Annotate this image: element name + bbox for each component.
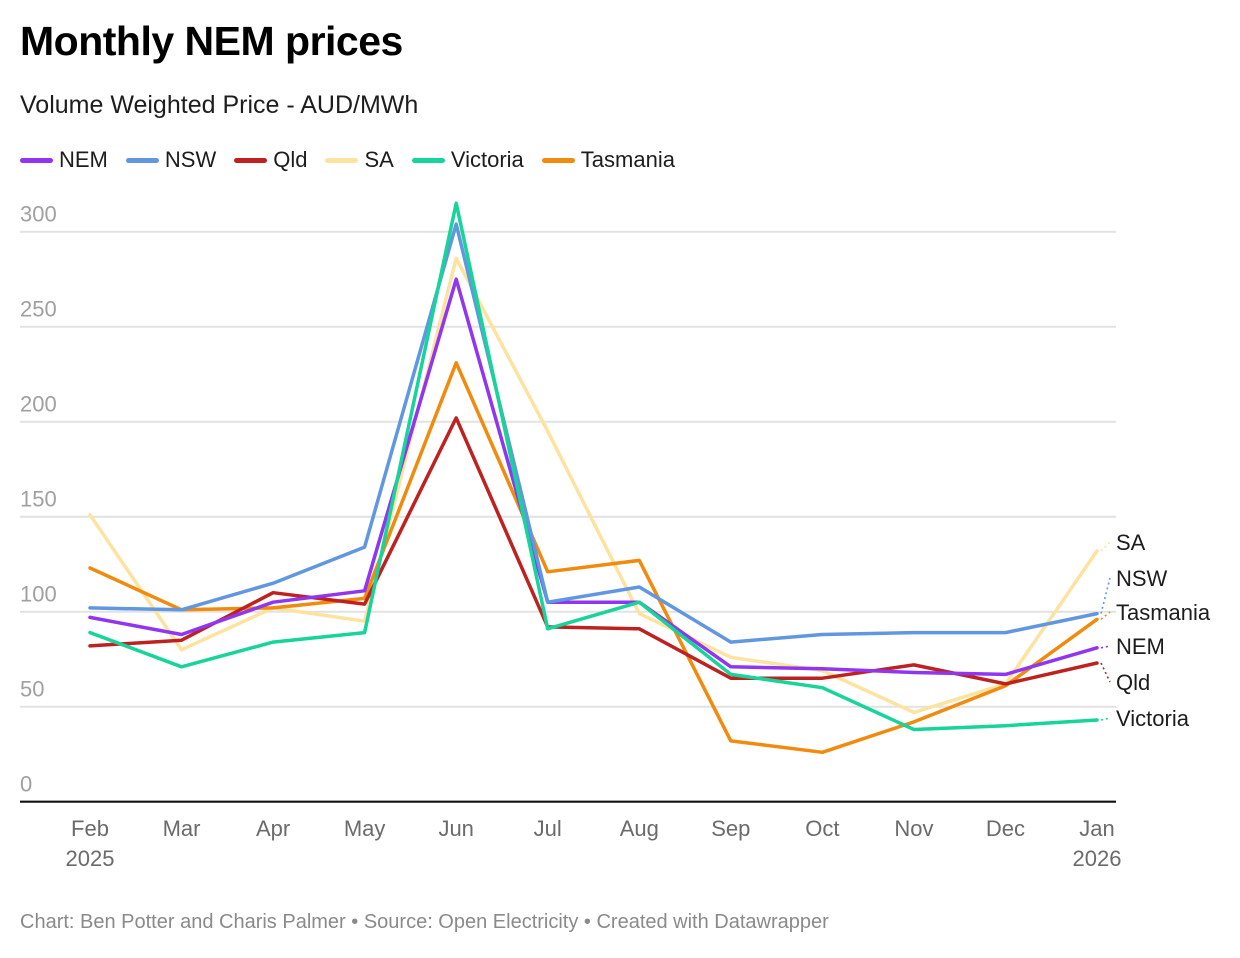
x-tick-label: Jan [1079, 816, 1114, 841]
legend-swatch-sa [325, 157, 359, 163]
series-line-nsw [88, 222, 1099, 644]
x-tick-label: Oct [805, 816, 839, 841]
legend-label-qld: Qld [273, 147, 308, 172]
legend-item-qld: Qld [234, 147, 307, 173]
end-label-nem: NEM [1116, 634, 1165, 659]
legend-swatch-tasmania [541, 157, 575, 163]
chart-credit: Chart: Ben Potter and Charis Palmer • So… [20, 911, 829, 933]
x-tick-label: Aug [620, 816, 659, 841]
y-axis-ticks: 0 50 100 150 200 250 300 [20, 202, 57, 797]
legend-swatch-qld [234, 157, 268, 163]
end-label-victoria: Victoria [1116, 706, 1190, 731]
end-label-sa: SA [1116, 530, 1146, 555]
legend-label-sa: SA [364, 147, 394, 172]
x-tick-label: Mar [163, 816, 201, 841]
series-line-qld [88, 416, 1099, 686]
end-label-connector-nsw [1100, 577, 1111, 614]
legend-swatch-victoria [411, 157, 445, 163]
y-tick-label: 50 [20, 677, 44, 702]
x-tick-year-label: 2025 [66, 846, 115, 871]
x-axis-ticks: Feb 2025 Mar Apr May Jun Jul Aug Sep Oct Nov Dec Jan… [66, 816, 1122, 871]
y-tick-label: 200 [20, 392, 57, 417]
legend-label-tasmania: Tasmania [580, 147, 675, 172]
legend-item-sa: SA [325, 147, 394, 173]
legend-swatch-nsw [125, 157, 159, 163]
y-tick-label: 150 [20, 487, 57, 512]
x-tick-label: Jun [438, 816, 473, 841]
y-tick-label: 100 [20, 582, 57, 607]
chart-title: Monthly NEM prices [20, 18, 403, 64]
legend-item-victoria: Victoria [411, 147, 524, 173]
x-tick-year-label: 2026 [1073, 846, 1122, 871]
series-line-sa [88, 256, 1099, 715]
legend-item-nsw: NSW [125, 147, 217, 173]
end-label-qld: Qld [1116, 670, 1150, 695]
legend-item-tasmania: Tasmania [541, 147, 675, 173]
chart-subtitle: Volume Weighted Price - AUD/MWh [20, 91, 419, 119]
end-label-tasmania: Tasmania [1116, 600, 1211, 625]
end-label-connector-qld [1100, 662, 1111, 683]
x-tick-label: May [344, 816, 386, 841]
series-line-victoria [88, 201, 1099, 732]
legend: NEM NSW Qld SA Victoria Tasmania [20, 147, 693, 173]
series-line-nem [88, 277, 1099, 677]
series-lines [88, 201, 1099, 755]
x-tick-label: Jul [534, 816, 562, 841]
y-tick-label: 250 [20, 297, 57, 322]
x-tick-label: Apr [256, 816, 290, 841]
end-label-connector-nem [1100, 645, 1111, 649]
y-tick-label: 300 [20, 202, 57, 227]
end-label-nsw: NSW [1116, 566, 1168, 591]
x-tick-label: Feb [71, 816, 109, 841]
end-label-connector-sa [1100, 541, 1111, 552]
x-tick-label: Sep [711, 816, 750, 841]
end-labels: SA NSW Tasmania NEM Qld Victoria [1100, 530, 1211, 731]
legend-label-nem: NEM [59, 147, 108, 172]
legend-item-nem: NEM [20, 147, 108, 173]
end-label-connector-victoria [1100, 717, 1111, 721]
legend-label-victoria: Victoria [450, 147, 524, 172]
end-label-connector-tasmania [1100, 611, 1111, 620]
x-tick-label: Nov [894, 816, 933, 841]
legend-swatch-nem [20, 157, 53, 163]
legend-label-nsw: NSW [164, 147, 217, 172]
y-tick-label: 0 [20, 772, 32, 797]
x-tick-label: Dec [986, 816, 1025, 841]
